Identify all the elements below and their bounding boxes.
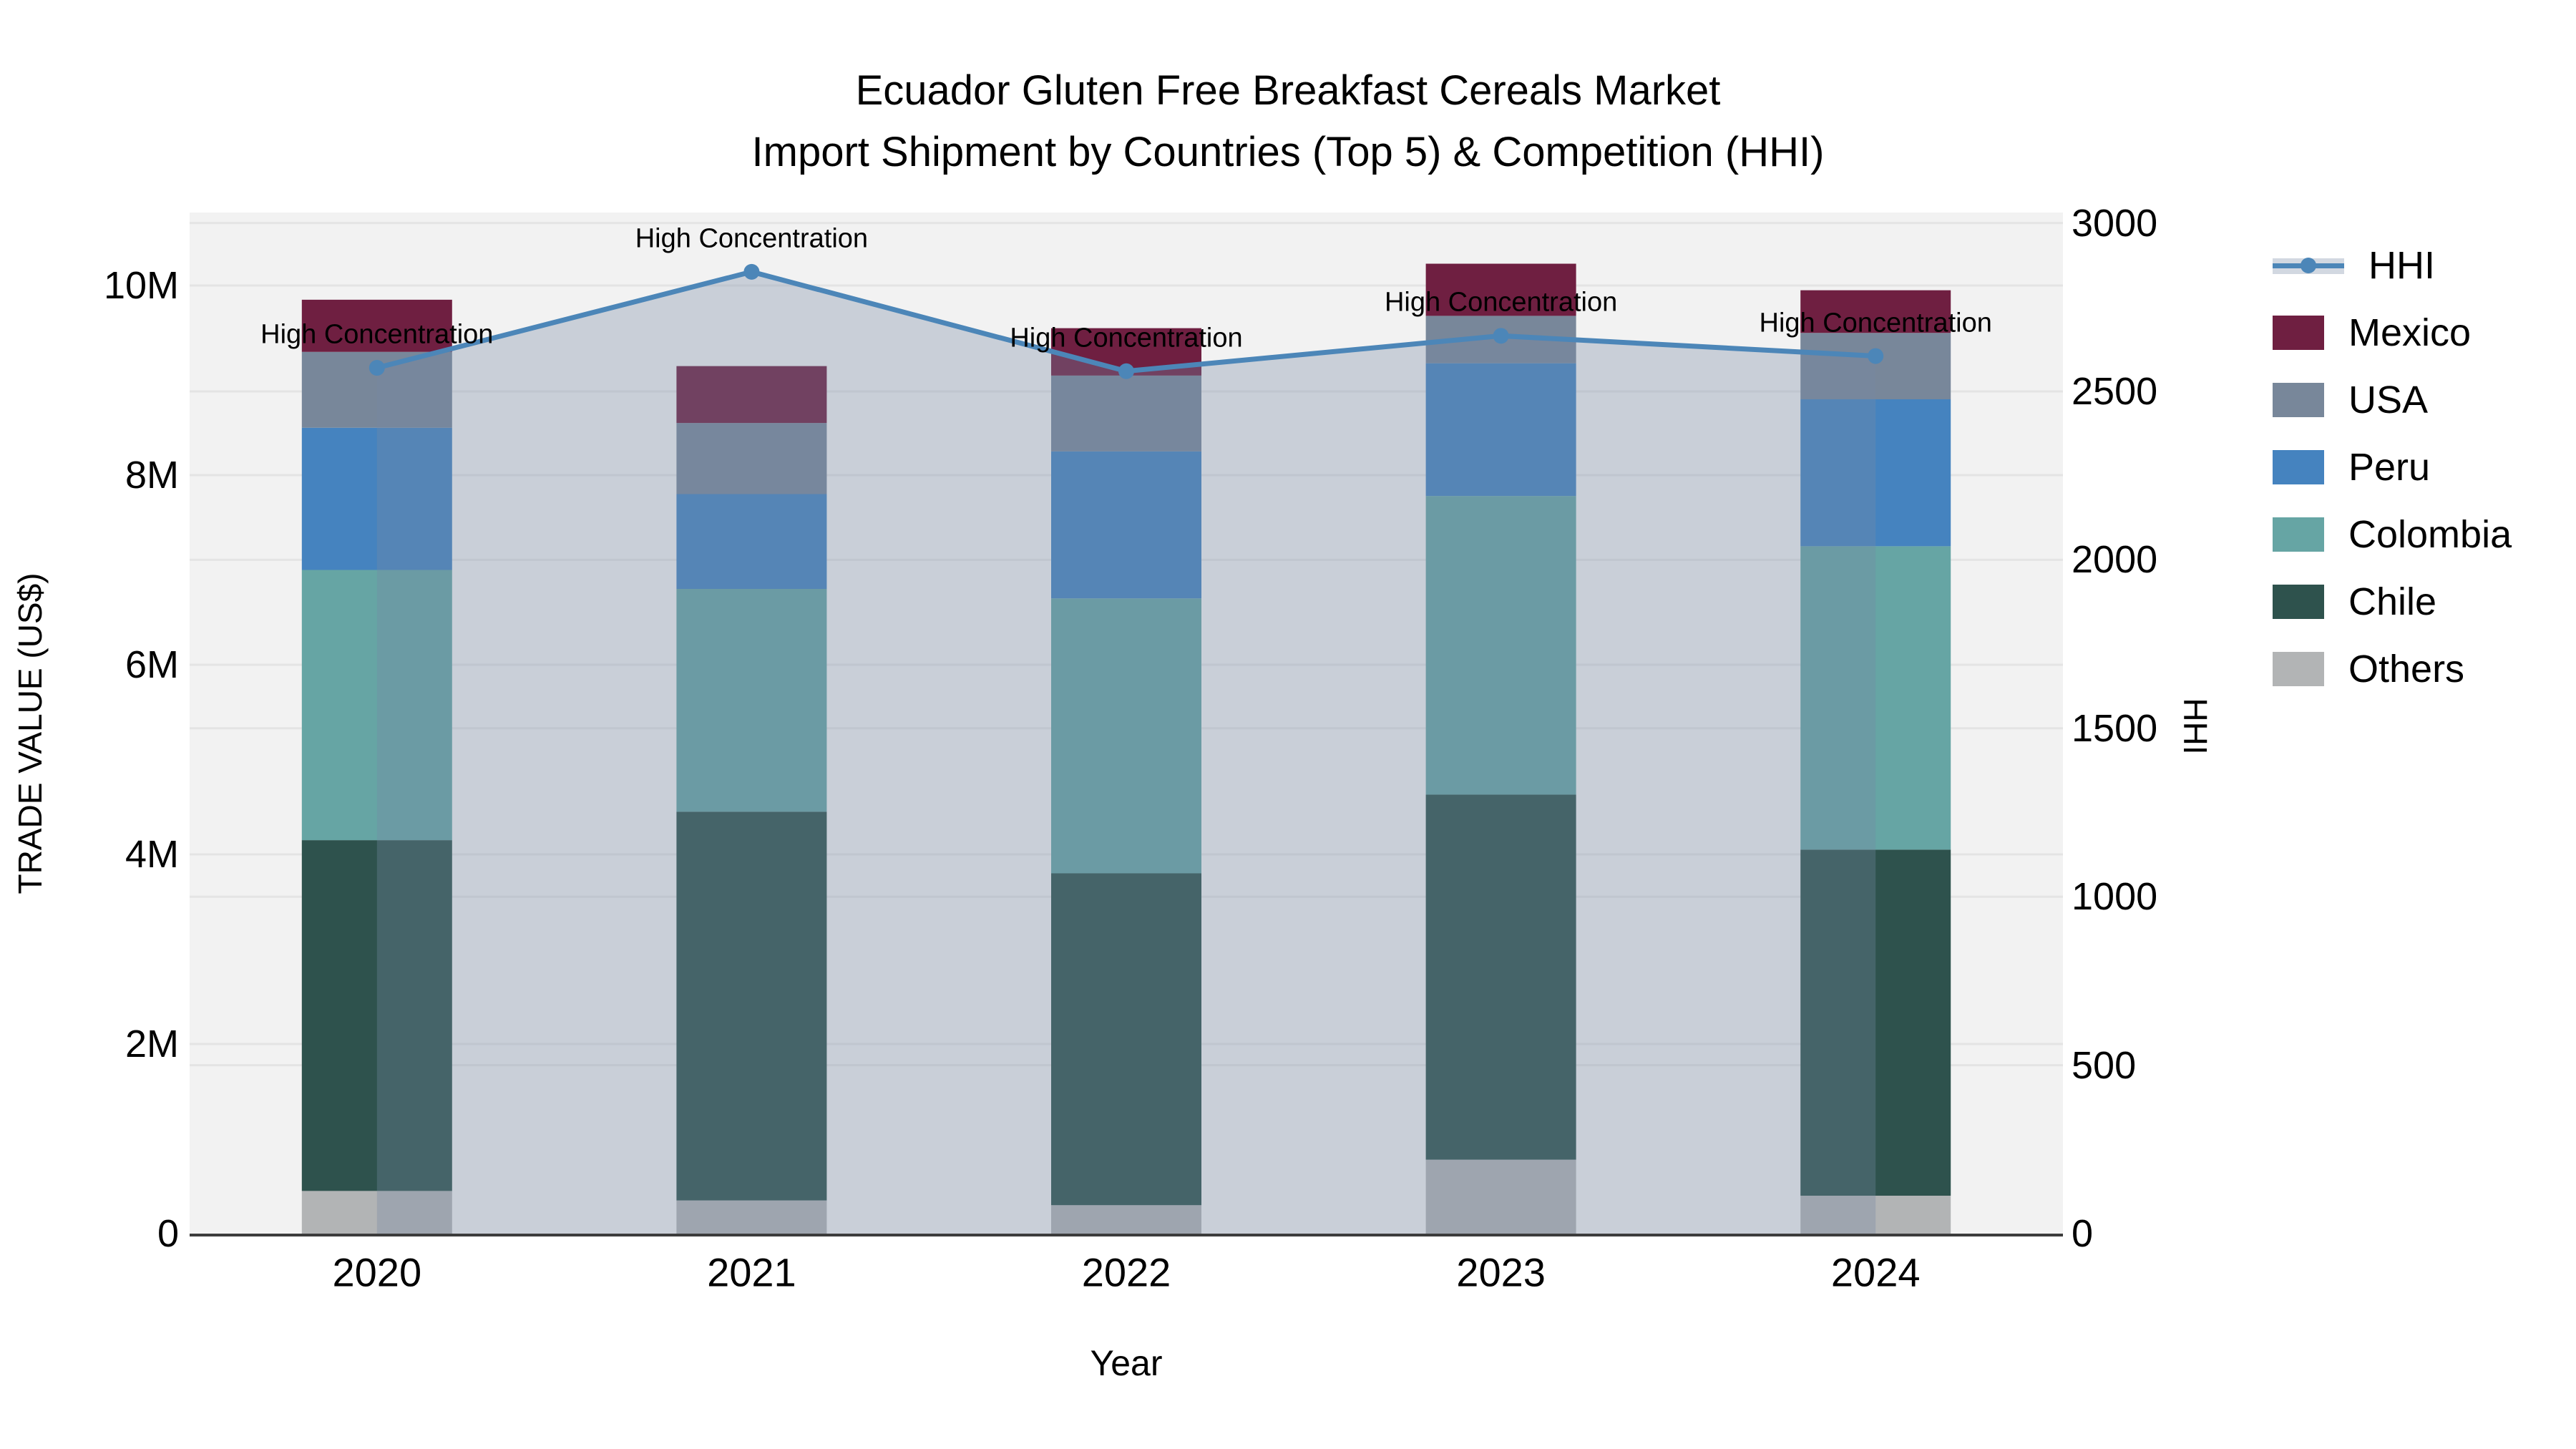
legend-swatch-mexico [2273,316,2324,350]
y-right-tick-label: 2500 [2072,370,2158,413]
bar-segment-others-2020 [301,1191,452,1234]
chart-title-line1: Ecuador Gluten Free Breakfast Cereals Ma… [855,67,1721,114]
x-axis-title: Year [1090,1343,1163,1383]
x-tick-label: 2023 [1456,1249,1546,1295]
annotation-high-concentration-2023: High Concentration [1384,287,1618,318]
bar-segment-others-2021 [676,1200,827,1234]
x-tick-label: 2021 [707,1249,796,1295]
annotation-high-concentration-2022: High Concentration [1010,323,1243,353]
x-tick-label: 2020 [332,1249,422,1295]
bar-segment-usa-2024 [1800,333,1951,399]
bar-segment-colombia-2020 [301,570,452,841]
legend-item-others: Others [2273,650,2464,688]
y-right-tick-label: 1500 [2072,706,2158,750]
hhi-marker-2020 [369,360,385,376]
legend-swatch-usa [2273,383,2324,417]
hhi-marker-2024 [1868,348,1884,364]
annotation-high-concentration-2021: High Concentration [635,223,869,254]
y-left-tick-label: 2M [125,1023,179,1065]
legend-line-sample [2273,248,2344,283]
bar-segment-usa-2021 [676,423,827,494]
y-left-tick-label: 6M [125,643,179,686]
bar-segment-peru-2023 [1425,363,1576,497]
bar-segment-chile-2022 [1051,873,1201,1206]
bar-segment-mexico-2021 [676,366,827,424]
legend-swatch-peru [2273,450,2324,484]
bar-segment-colombia-2021 [676,589,827,812]
y-right-tick-label: 1000 [2072,875,2158,919]
y-right-axis-title: HHI [2177,698,2214,755]
y-left-tick-label: 0 [157,1212,179,1255]
bar-segment-peru-2021 [676,494,827,589]
legend-item-hhi: HHI [2273,246,2435,285]
legend-label: Mexico [2348,311,2472,354]
bar-segment-colombia-2022 [1051,598,1201,874]
x-tick-label: 2024 [1830,1249,1921,1295]
legend-swatch-chile [2273,585,2324,619]
y-right-tick-label: 500 [2072,1043,2137,1087]
bar-segment-chile-2024 [1800,849,1951,1196]
legend-item-colombia: Colombia [2273,515,2512,554]
hhi-marker-2023 [1493,328,1509,344]
legend-swatch-colombia [2273,517,2324,552]
legend-label: Chile [2348,580,2437,623]
bar-segment-chile-2023 [1425,794,1576,1160]
bar-segment-mexico-2024 [1800,290,1951,333]
y-left-tick-label: 10M [103,264,179,307]
legend-item-usa: USA [2273,381,2428,419]
bar-segment-mexico-2023 [1425,263,1576,316]
legend-label: Colombia [2348,513,2512,556]
legend-label: HHI [2368,244,2435,287]
bar-segment-colombia-2023 [1425,496,1576,795]
bar-segment-peru-2020 [301,427,452,570]
bar-segment-peru-2022 [1051,451,1201,599]
bar-segment-mexico-2020 [301,299,452,352]
bar-segment-others-2024 [1800,1196,1951,1234]
legend-item-peru: Peru [2273,448,2430,487]
legend-swatch-others [2273,652,2324,686]
bar-segment-others-2022 [1051,1205,1201,1234]
legend-item-mexico: Mexico [2273,313,2471,352]
x-tick-label: 2022 [1081,1249,1171,1295]
y-right-tick-label: 3000 [2072,201,2158,245]
hhi-marker-2022 [1118,363,1134,379]
y-left-tick-label: 8M [125,454,179,497]
hhi-area-fill [376,271,1876,1234]
legend-line-marker [2301,258,2316,273]
y-right-tick-label: 0 [2072,1212,2094,1255]
legend-label: USA [2348,379,2429,421]
bar-segment-colombia-2024 [1800,546,1951,850]
bar-segment-chile-2021 [676,811,827,1201]
bar-segment-chile-2020 [301,840,452,1191]
annotation-high-concentration-2020: High Concentration [260,319,494,350]
y-right-tick-label: 2000 [2072,538,2158,582]
legend-item-chile: Chile [2273,582,2436,621]
hhi-marker-2021 [743,263,760,280]
chart-title-line2: Import Shipment by Countries (Top 5) & C… [751,129,1825,175]
y-left-tick-label: 4M [125,833,179,876]
bar-segment-peru-2024 [1800,399,1951,547]
legend-label: Peru [2348,446,2431,489]
bar-segment-usa-2022 [1051,375,1201,452]
bar-segment-others-2023 [1425,1159,1576,1234]
legend-label: Others [2348,648,2465,691]
annotation-high-concentration-2024: High Concentration [1759,308,1992,338]
